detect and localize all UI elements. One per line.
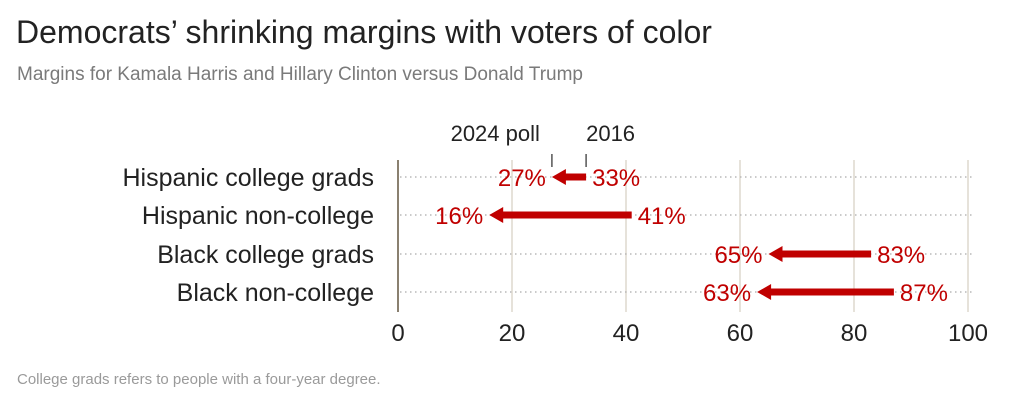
x-tick-label: 20: [499, 320, 526, 347]
value-label-2016: 33%: [592, 165, 640, 192]
value-label-2024: 16%: [435, 203, 483, 230]
arrows: [489, 169, 894, 300]
legend: 2024 poll 2016: [451, 121, 635, 167]
x-tick-label: 0: [391, 320, 404, 347]
chart-subtitle: Margins for Kamala Harris and Hillary Cl…: [17, 64, 583, 85]
row-guides: [400, 176, 972, 293]
value-label-2016: 41%: [638, 203, 686, 230]
arrow-head: [489, 207, 504, 223]
category-label: Black non-college: [177, 279, 374, 307]
value-label-2024: 27%: [498, 165, 546, 192]
category-label: Hispanic college grads: [122, 164, 374, 192]
arrow-head: [757, 284, 772, 300]
value-label-2024: 65%: [714, 242, 762, 269]
x-tick-label: 80: [841, 320, 868, 347]
value-labels: 33% 27% 41% 16% 83% 65% 87% 63%: [435, 165, 948, 307]
x-tick-label: 40: [613, 320, 640, 347]
category-label: Hispanic non-college: [142, 202, 374, 230]
value-label-2024: 63%: [703, 280, 751, 307]
value-label-2016: 83%: [877, 242, 925, 269]
category-labels: Hispanic college grads Hispanic non-colle…: [122, 164, 374, 307]
legend-label-2016: 2016: [586, 121, 635, 146]
arrow-head: [768, 246, 783, 262]
chart-title: Democrats’ shrinking margins with voters…: [16, 14, 712, 50]
footnote: College grads refers to people with a fo…: [17, 371, 381, 388]
legend-label-2024: 2024 poll: [451, 121, 540, 146]
value-label-2016: 87%: [900, 280, 948, 307]
grid-lines: [511, 160, 969, 312]
x-tick-label: 60: [727, 320, 754, 347]
x-axis-ticks: 0 20 40 60 80 100: [391, 320, 988, 347]
x-tick-label: 100: [948, 320, 988, 347]
arrow-head: [551, 169, 566, 185]
category-label: Black college grads: [157, 241, 374, 269]
